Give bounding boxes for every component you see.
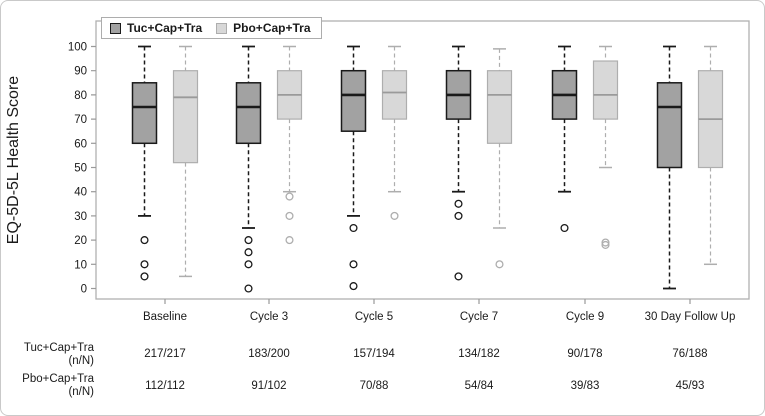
y-tick-label: 80 <box>74 90 87 102</box>
table-cell-value: 183/200 <box>248 348 290 360</box>
legend-swatch-dark-icon <box>110 22 121 34</box>
legend-item-tuc: Tuc+Cap+Tra <box>110 21 202 35</box>
y-tick-label: 0 <box>81 284 87 296</box>
legend: Tuc+Cap+Tra Pbo+Cap+Tra <box>101 17 322 39</box>
plot-frame <box>95 20 750 300</box>
legend-label-pbo: Pbo+Cap+Tra <box>233 21 311 35</box>
box-dark-1-outlier <box>244 284 253 293</box>
box-light-4 <box>592 60 619 120</box>
box-dark-2-outlier <box>349 282 358 291</box>
table-cell-value: 134/182 <box>458 348 500 360</box>
box-dark-3-outlier <box>454 211 463 220</box>
box-light-1-outlier <box>285 211 294 220</box>
box-dark-1-outlier <box>244 260 253 269</box>
table-cell-value: 70/88 <box>360 380 389 392</box>
legend-swatch-light-icon <box>216 22 228 34</box>
box-dark-3-outlier <box>454 272 463 281</box>
box-light-1-outlier <box>285 236 294 245</box>
table-cell-value: 217/217 <box>144 348 186 360</box>
table-cell-value: 39/83 <box>571 380 600 392</box>
y-tick-label: 100 <box>68 42 87 54</box>
x-category-label: Cycle 3 <box>250 311 288 323</box>
x-category-label: Cycle 5 <box>355 311 393 323</box>
table-cell-value: 76/188 <box>672 348 707 360</box>
box-light-1-outlier <box>285 192 294 201</box>
box-light-4-outlier <box>601 240 610 249</box>
y-tick-label: 40 <box>74 187 87 199</box>
y-tick-label: 60 <box>74 138 87 150</box>
box-light-0 <box>172 70 199 164</box>
table-cell-value: 90/178 <box>567 348 602 360</box>
box-dark-5 <box>656 82 683 169</box>
box-dark-0 <box>131 82 158 145</box>
legend-item-pbo: Pbo+Cap+Tra <box>216 21 311 35</box>
y-tick-label: 20 <box>74 235 87 247</box>
box-light-2 <box>381 70 408 120</box>
box-dark-2-outlier <box>349 223 358 233</box>
legend-label-tuc: Tuc+Cap+Tra <box>127 21 203 35</box>
box-dark-0-outlier <box>140 260 149 269</box>
box-light-4-outlier <box>601 238 610 247</box>
y-tick-label: 70 <box>74 114 87 126</box>
table-cell-value: 54/84 <box>465 380 494 392</box>
box-dark-4-outlier <box>560 223 569 233</box>
x-category-label: Cycle 9 <box>566 311 604 323</box>
y-tick-label: 30 <box>74 211 87 223</box>
table-cell-value: 157/194 <box>353 348 395 360</box>
table-cell-value: 45/93 <box>676 380 705 392</box>
box-dark-1-outlier <box>244 236 253 245</box>
y-tick-label: 90 <box>74 66 87 78</box>
table-row-label: Pbo+Cap+Tra <box>22 373 94 385</box>
box-dark-2-outlier <box>349 260 358 269</box>
table-row-label: Tuc+Cap+Tra <box>24 342 95 354</box>
box-light-2-outlier <box>390 211 399 220</box>
y-tick-label: 50 <box>74 163 87 175</box>
box-dark-1-outlier <box>244 248 253 257</box>
box-dark-1 <box>235 82 262 145</box>
box-light-3 <box>486 70 513 144</box>
x-category-label: 30 Day Follow Up <box>645 311 736 323</box>
table-row-sublabel: (n/N) <box>68 386 94 398</box>
box-light-3-outlier <box>495 260 504 269</box>
box-dark-0-outlier <box>140 236 149 245</box>
box-dark-3-outlier <box>454 199 463 208</box>
y-axis-title: EQ-5D-5L Health Score <box>5 76 22 244</box>
box-dark-2 <box>340 69 367 132</box>
box-dark-0-outlier <box>140 272 149 281</box>
y-tick-label: 10 <box>74 259 87 271</box>
x-category-label: Cycle 7 <box>460 311 498 323</box>
table-cell-value: 112/112 <box>145 380 185 392</box>
table-row-sublabel: (n/N) <box>68 355 94 367</box>
table-cell-value: 91/102 <box>251 380 286 392</box>
x-category-label: Baseline <box>143 311 187 323</box>
